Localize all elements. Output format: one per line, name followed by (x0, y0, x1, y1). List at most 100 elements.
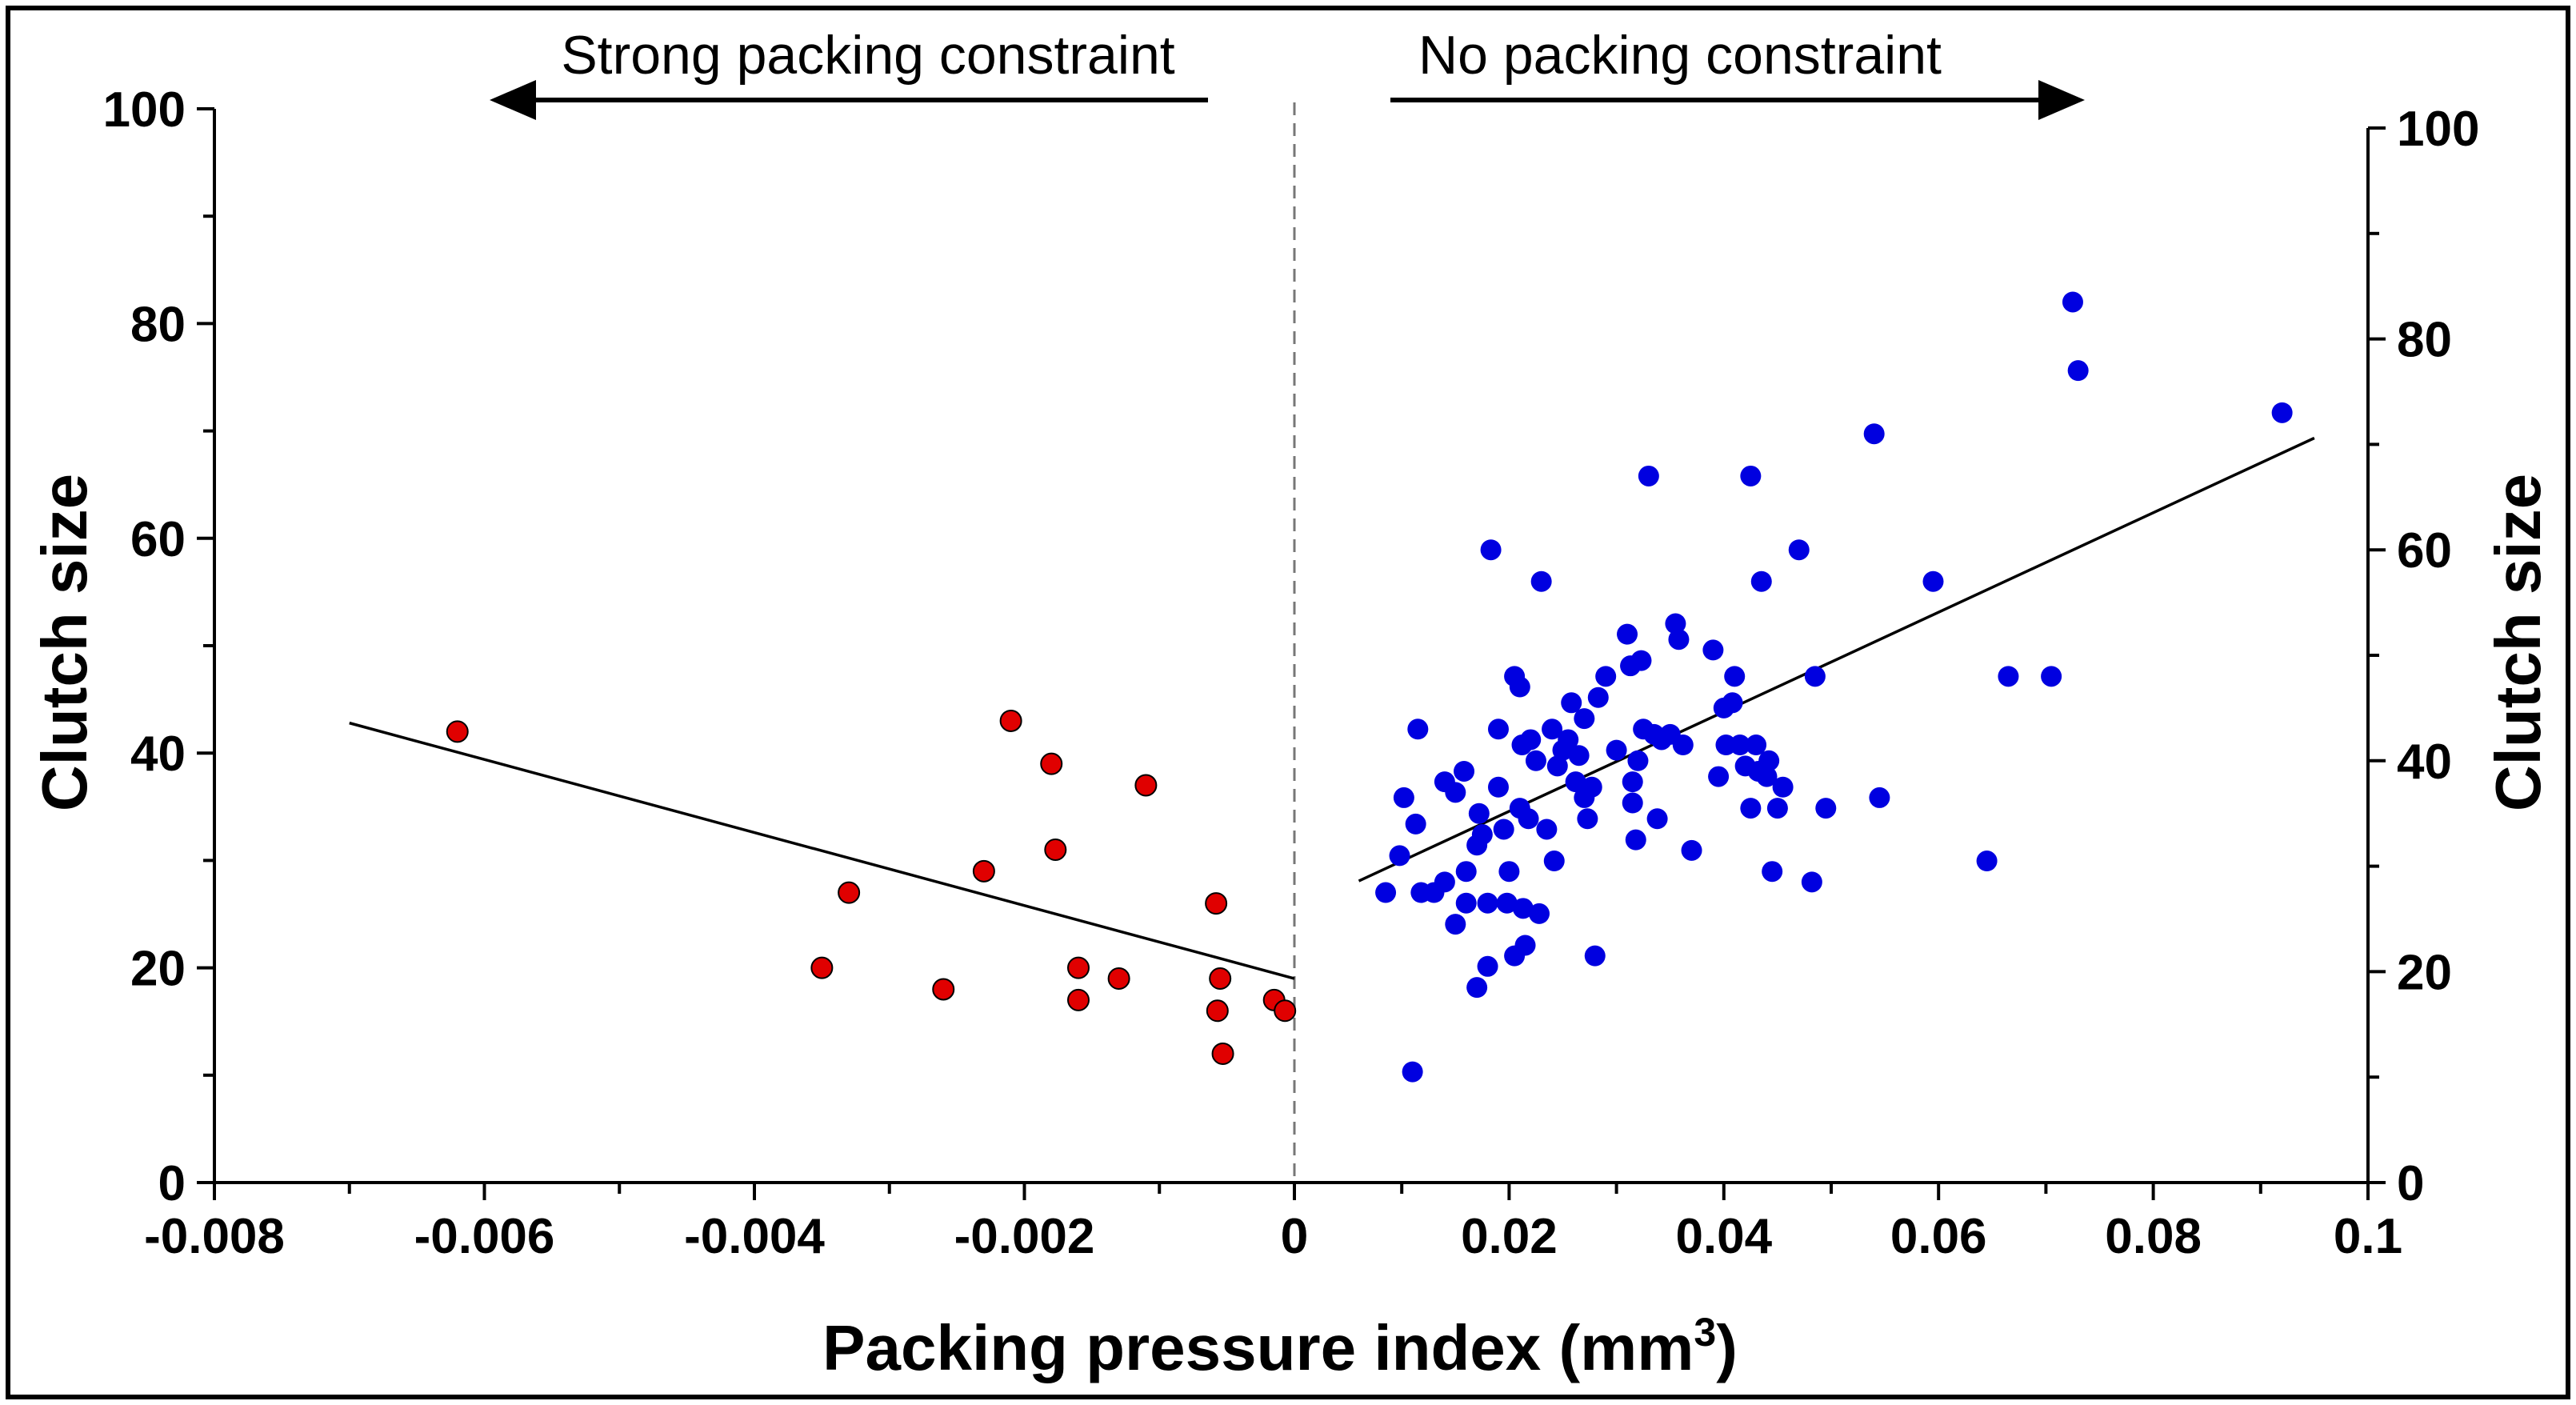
right-data-point (1756, 766, 1778, 787)
right-data-point (1869, 787, 1890, 808)
left-data-point (1044, 838, 1067, 861)
right-data-point (1708, 766, 1730, 787)
right-data-point (1815, 798, 1837, 819)
right-data-point (1561, 692, 1582, 714)
left-data-point (1206, 999, 1229, 1023)
x-axis-title-main: Packing pressure index (mm (822, 1312, 1694, 1383)
left-x-tick-label: -0.008 (144, 1209, 285, 1264)
right-y-tick-label: 100 (2397, 102, 2479, 157)
right-x-tick-label: 0.1 (2334, 1209, 2402, 1264)
right-data-point (1630, 650, 1652, 671)
right-data-point (1487, 776, 1509, 798)
right-data-point (1558, 729, 1579, 751)
arrow-left (490, 80, 1208, 120)
right-data-point (1542, 719, 1563, 740)
right-data-point (1617, 623, 1638, 645)
right-data-point (1480, 539, 1502, 561)
right-data-point (1407, 719, 1429, 740)
left-data-point (446, 720, 469, 743)
right-data-point (1746, 735, 1767, 756)
right-data-point (1772, 776, 1794, 798)
right-data-point (1574, 708, 1595, 730)
right-data-point (1740, 465, 1762, 486)
right-data-point (1584, 945, 1606, 967)
x-axis-title-close: ) (1716, 1312, 1738, 1383)
right-data-point (1498, 861, 1520, 883)
right-data-point (1514, 935, 1536, 956)
right-data-point (1665, 613, 1686, 634)
left-y-tick-label: 20 (130, 942, 186, 997)
right-data-point (1477, 892, 1498, 914)
right-data-point (1477, 955, 1498, 977)
right-data-point (1722, 692, 1743, 714)
left-data-point (1211, 1042, 1234, 1065)
right-data-point (1445, 914, 1466, 935)
right-data-point (1740, 798, 1762, 819)
right-data-point (1445, 782, 1466, 803)
outer-frame (6, 6, 2570, 1399)
left-y-tick-label: 80 (130, 297, 186, 352)
right-data-point (1976, 851, 1998, 872)
right-data-point (1518, 808, 1539, 830)
right-data-point (1729, 735, 1750, 756)
left-x-tick-label: -0.006 (414, 1209, 555, 1264)
right-data-point (1788, 539, 1810, 561)
right-x-tick-label: 0.08 (2105, 1209, 2202, 1264)
left-data-point (1205, 892, 1228, 915)
right-data-point (1434, 871, 1455, 893)
left-data-point (1274, 999, 1297, 1023)
arrow-right (1390, 80, 2085, 120)
right-data-point (1922, 570, 1944, 592)
left-data-point (1067, 988, 1090, 1011)
right-data-point (1804, 666, 1826, 687)
annotation-strong-packing: Strong packing constraint (561, 25, 1174, 86)
right-data-point (1466, 977, 1488, 999)
right-data-point (1672, 735, 1694, 756)
right-data-point (1627, 750, 1649, 771)
right-x-tick-label: 0.02 (1461, 1209, 1558, 1264)
left-data-point (1040, 752, 1063, 775)
right-data-point (1455, 861, 1477, 883)
right-data-point (1762, 861, 1783, 883)
left-y-tick-label: 60 (130, 512, 186, 567)
right-data-point (1565, 771, 1586, 793)
right-data-point (1581, 776, 1602, 798)
right-data-point (1668, 629, 1690, 650)
right-data-point (1405, 813, 1426, 835)
axes (197, 102, 2386, 1200)
right-data-point (1520, 729, 1542, 751)
left-x-tick-label: 0 (1281, 1209, 1308, 1264)
right-data-point (2067, 360, 2089, 382)
right-data-point (1595, 666, 1617, 687)
left-fit-line (349, 721, 1295, 980)
right-data-point (1375, 882, 1397, 903)
right-data-point (1493, 819, 1514, 840)
right-data-point (1455, 892, 1477, 914)
x-axis-title: Packing pressure index (mm3) (822, 1310, 1738, 1383)
left-x-tick-label: -0.004 (684, 1209, 825, 1264)
right-x-tick-label: 0 (1281, 1209, 1308, 1264)
right-data-point (1622, 771, 1643, 793)
left-data-point (838, 881, 861, 904)
y-axis-title-left: Clutch size (29, 474, 100, 811)
tick-labels: 0 20 40 60 80 100 0 20 40 60 80 100 -0.008 -0.006 -0.0… (103, 82, 2480, 1264)
right-y-tick-label: 40 (2397, 735, 2452, 790)
right-data-point (1402, 1061, 1423, 1083)
left-y-tick-label: 0 (158, 1156, 186, 1211)
right-data-point (1530, 570, 1552, 592)
right-data-point (1509, 676, 1530, 698)
right-data-point (1766, 798, 1788, 819)
left-data-point (1209, 967, 1232, 991)
right-data-point (1528, 903, 1550, 924)
right-data-point (1546, 755, 1568, 777)
left-y-tick-label: 100 (103, 82, 186, 138)
right-data-point (1638, 465, 1659, 486)
right-y-tick-label: 0 (2397, 1156, 2424, 1211)
right-data-point (1468, 803, 1490, 824)
right-data-point (2041, 666, 2062, 687)
right-data-point (1577, 808, 1598, 830)
right-data-point (1724, 666, 1746, 687)
right-data-point (1801, 871, 1822, 893)
